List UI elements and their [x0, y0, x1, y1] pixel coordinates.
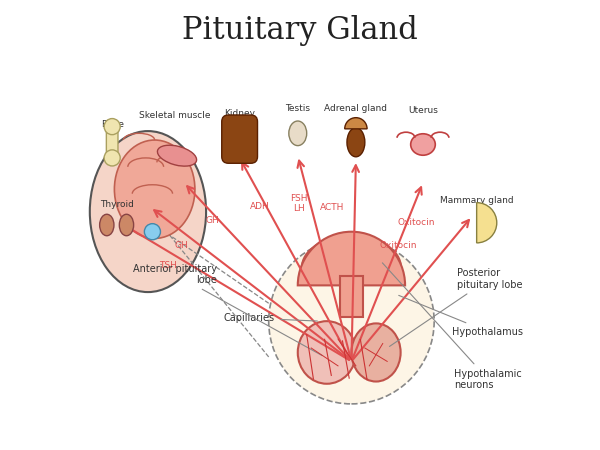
Text: ADH: ADH	[250, 202, 269, 211]
Text: Oxitocin: Oxitocin	[398, 218, 435, 227]
Text: Uterus: Uterus	[408, 107, 438, 116]
Text: Posterior
pituitary lobe: Posterior pituitary lobe	[389, 268, 522, 346]
Ellipse shape	[352, 324, 401, 382]
Text: FSH
LH: FSH LH	[290, 194, 307, 213]
Text: Pituitary Gland: Pituitary Gland	[182, 15, 418, 46]
FancyBboxPatch shape	[222, 115, 257, 163]
Circle shape	[104, 118, 120, 135]
Text: Hypothalamus: Hypothalamus	[399, 295, 523, 337]
Ellipse shape	[90, 131, 206, 292]
Ellipse shape	[115, 140, 195, 238]
Text: GH: GH	[175, 241, 188, 250]
Text: TSH: TSH	[159, 261, 177, 270]
Text: Bone: Bone	[101, 120, 124, 129]
FancyBboxPatch shape	[106, 126, 118, 158]
Text: GH: GH	[206, 216, 220, 225]
Wedge shape	[345, 117, 367, 129]
Text: Adrenal gland: Adrenal gland	[325, 104, 388, 113]
Wedge shape	[298, 232, 405, 285]
Ellipse shape	[410, 134, 435, 155]
Ellipse shape	[289, 121, 307, 146]
Ellipse shape	[347, 128, 365, 157]
Text: Hypothalamic
neurons: Hypothalamic neurons	[382, 263, 522, 390]
Text: Oxitocin: Oxitocin	[380, 241, 417, 250]
Text: Skeletal muscle: Skeletal muscle	[139, 111, 211, 120]
Ellipse shape	[157, 145, 197, 166]
Ellipse shape	[100, 214, 114, 236]
Text: ACTH: ACTH	[320, 202, 344, 211]
Text: Thyroid: Thyroid	[100, 200, 134, 209]
Text: Anterior pituitary
lobe: Anterior pituitary lobe	[133, 264, 322, 356]
Text: Testis: Testis	[285, 104, 310, 113]
Circle shape	[269, 238, 434, 404]
Ellipse shape	[298, 321, 356, 384]
Wedge shape	[476, 202, 497, 243]
Text: Kidney: Kidney	[224, 109, 255, 118]
Text: Mammary gland: Mammary gland	[440, 196, 514, 205]
FancyBboxPatch shape	[340, 276, 362, 317]
Text: Capillaries: Capillaries	[224, 313, 317, 323]
Circle shape	[104, 150, 120, 166]
Ellipse shape	[119, 214, 134, 236]
Circle shape	[145, 224, 160, 240]
